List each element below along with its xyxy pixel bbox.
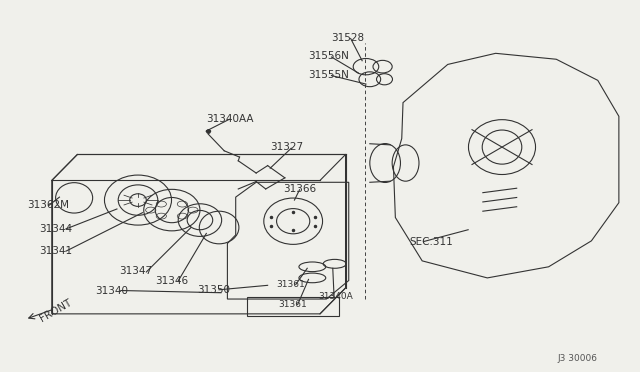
Text: 31327: 31327 — [270, 142, 303, 153]
Text: 31350: 31350 — [197, 285, 230, 295]
Text: 31340: 31340 — [95, 286, 128, 295]
Text: 31366: 31366 — [283, 184, 316, 194]
Text: 31361: 31361 — [278, 300, 307, 309]
Text: 31528: 31528 — [332, 33, 365, 43]
Text: 31341: 31341 — [39, 246, 72, 256]
Text: 31344: 31344 — [39, 224, 72, 234]
Text: 31340AA: 31340AA — [206, 113, 254, 124]
Text: SEC.311: SEC.311 — [410, 237, 453, 247]
Text: FRONT: FRONT — [38, 297, 73, 323]
Text: 31340A: 31340A — [318, 292, 353, 301]
Text: 31347: 31347 — [119, 266, 152, 276]
Bar — [246, 297, 339, 317]
Text: 31346: 31346 — [156, 276, 188, 285]
Text: 31555N: 31555N — [308, 70, 349, 80]
Text: J3 30006: J3 30006 — [557, 354, 598, 363]
Text: 31556N: 31556N — [308, 51, 349, 61]
Text: 31362M: 31362M — [28, 200, 70, 210]
Text: 31361: 31361 — [276, 280, 305, 289]
